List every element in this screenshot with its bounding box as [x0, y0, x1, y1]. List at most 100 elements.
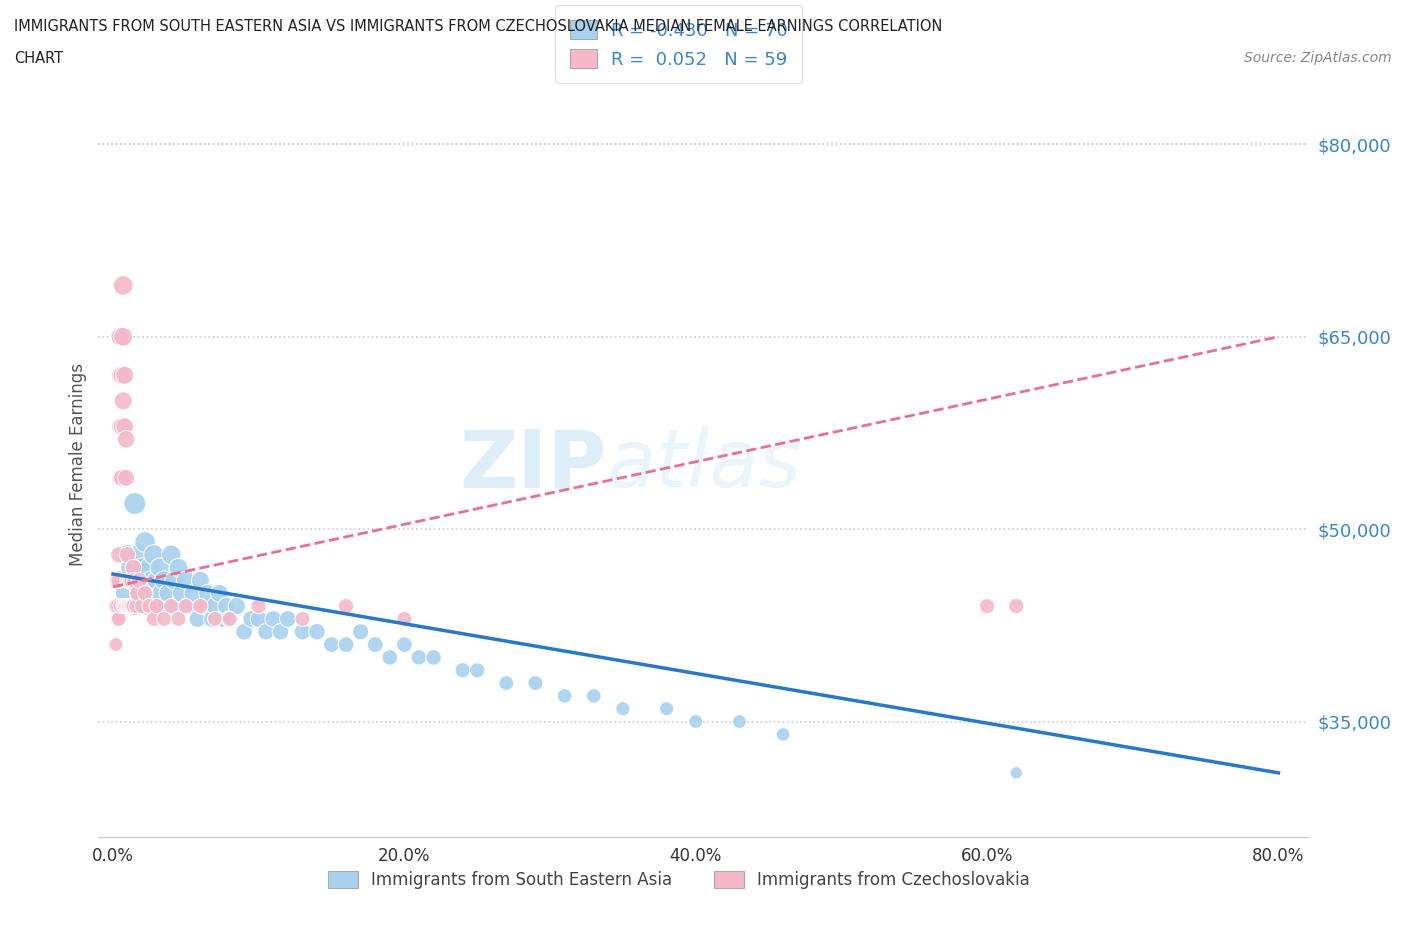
Point [110, 599, 132, 614]
Point [364, 637, 387, 652]
Point [112, 329, 135, 344]
Point [128, 573, 150, 588]
Point [138, 599, 160, 614]
Point [772, 727, 794, 742]
Point [177, 599, 200, 614]
Point [110, 367, 132, 382]
Point [110, 471, 132, 485]
Point [270, 624, 292, 639]
Point [208, 586, 231, 601]
Point [120, 560, 142, 575]
Point [124, 599, 146, 614]
Point [612, 701, 634, 716]
Point [120, 573, 142, 588]
Point [111, 419, 134, 434]
Point [128, 586, 150, 601]
Text: ZIP: ZIP [458, 426, 606, 504]
Point [149, 560, 172, 575]
Point [1005, 599, 1028, 614]
Point [225, 599, 247, 614]
Point [335, 599, 357, 614]
Point [174, 573, 197, 588]
Point [124, 573, 146, 588]
Point [111, 471, 134, 485]
Point [105, 612, 128, 627]
Point [174, 599, 197, 614]
Point [163, 573, 186, 588]
Point [305, 624, 328, 639]
Point [138, 560, 160, 575]
Point [204, 599, 226, 614]
Point [254, 624, 277, 639]
Point [153, 612, 176, 627]
Point [134, 599, 156, 614]
Point [125, 599, 148, 614]
Point [194, 599, 217, 614]
Point [554, 688, 576, 703]
Point [186, 612, 208, 627]
Point [394, 637, 416, 652]
Point [105, 573, 128, 588]
Point [160, 548, 183, 563]
Point [465, 663, 488, 678]
Point [122, 599, 145, 614]
Text: IMMIGRANTS FROM SOUTH EASTERN ASIA VS IMMIGRANTS FROM CZECHOSLOVAKIA MEDIAN FEMA: IMMIGRANTS FROM SOUTH EASTERN ASIA VS IM… [14, 19, 942, 33]
Point [110, 573, 132, 588]
Point [204, 612, 226, 627]
Point [160, 599, 183, 614]
Point [112, 599, 135, 614]
Point [685, 714, 707, 729]
Point [142, 548, 165, 563]
Point [104, 637, 127, 652]
Point [110, 419, 132, 434]
Point [1005, 765, 1028, 780]
Point [247, 612, 270, 627]
Point [145, 573, 167, 588]
Y-axis label: Median Female Earnings: Median Female Earnings [69, 364, 87, 566]
Point [181, 586, 204, 601]
Point [240, 612, 263, 627]
Point [120, 599, 142, 614]
Point [215, 599, 238, 614]
Point [112, 393, 135, 408]
Point [108, 548, 131, 563]
Point [105, 599, 128, 614]
Point [114, 419, 136, 434]
Point [218, 612, 240, 627]
Point [247, 599, 270, 614]
Point [451, 663, 474, 678]
Point [114, 599, 136, 614]
Point [121, 573, 143, 588]
Point [131, 560, 153, 575]
Point [170, 586, 193, 601]
Point [197, 586, 219, 601]
Point [262, 612, 284, 627]
Point [114, 586, 136, 601]
Point [117, 548, 139, 563]
Point [976, 599, 998, 614]
Point [134, 535, 156, 550]
Point [115, 432, 138, 446]
Point [145, 599, 167, 614]
Point [150, 586, 173, 601]
Point [394, 612, 416, 627]
Text: atlas: atlas [606, 426, 801, 504]
Point [127, 548, 149, 563]
Point [378, 650, 401, 665]
Point [190, 599, 212, 614]
Point [495, 675, 517, 690]
Point [167, 612, 190, 627]
Point [155, 599, 177, 614]
Point [291, 612, 314, 627]
Point [108, 573, 131, 588]
Point [127, 586, 149, 601]
Text: Source: ZipAtlas.com: Source: ZipAtlas.com [1244, 51, 1392, 65]
Point [728, 714, 751, 729]
Point [112, 278, 135, 293]
Point [139, 573, 162, 588]
Point [277, 612, 299, 627]
Point [122, 560, 145, 575]
Point [291, 624, 314, 639]
Point [104, 599, 127, 614]
Point [157, 586, 180, 601]
